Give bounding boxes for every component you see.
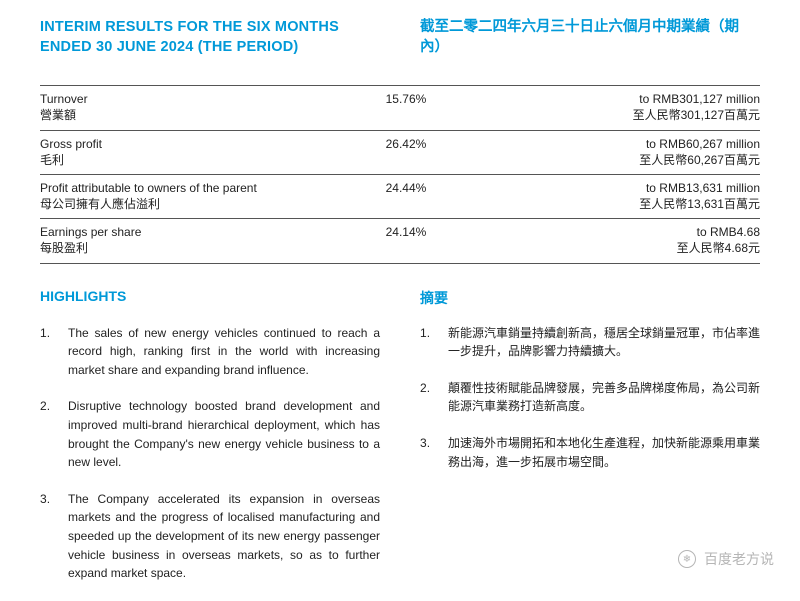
- section-header-row: HIGHLIGHTS 摘要: [40, 288, 760, 308]
- row-val-cn: 至人民幣60,267百萬元: [501, 152, 760, 168]
- row-pct: 24.44%: [386, 181, 427, 195]
- list-item: 顛覆性技術賦能品牌發展，完善多品牌梯度佈局，為公司新能源汽車業務打造新高度。: [420, 379, 760, 416]
- row-val-cn: 至人民幣301,127百萬元: [501, 107, 760, 123]
- row-label-cn: 每股盈利: [40, 240, 386, 256]
- table-row: Profit attributable to owners of the par…: [40, 174, 760, 218]
- highlights-heading-cn: 摘要: [420, 288, 760, 308]
- row-pct: 15.76%: [386, 92, 427, 106]
- watermark: ❄ 百度老方说: [678, 549, 774, 569]
- list-item: Disruptive technology boosted brand deve…: [40, 397, 380, 471]
- highlights-list-cn: 新能源汽車銷量持續創新高，穩居全球銷量冠軍，市佔率進一步提升，品牌影響力持續擴大…: [420, 324, 760, 472]
- title-chinese: 截至二零二四年六月三十日止六個月中期業績（期內）: [420, 18, 760, 57]
- snowflake-icon: ❄: [678, 550, 696, 568]
- table-row: Turnover營業額 15.76% to RMB301,127 million…: [40, 86, 760, 130]
- row-val-en: to RMB4.68: [501, 224, 760, 240]
- row-label-cn: 毛利: [40, 152, 386, 168]
- row-pct: 26.42%: [386, 137, 427, 151]
- row-val-en: to RMB13,631 million: [501, 180, 760, 196]
- financial-table: Turnover營業額 15.76% to RMB301,127 million…: [40, 85, 760, 264]
- row-label-en: Turnover: [40, 91, 386, 107]
- row-val-cn: 至人民幣13,631百萬元: [501, 196, 760, 212]
- row-val-en: to RMB60,267 million: [501, 136, 760, 152]
- title-english: INTERIM RESULTS FOR THE SIX MONTHS ENDED…: [40, 18, 380, 57]
- row-pct: 24.14%: [386, 225, 427, 239]
- highlights-list-en: The sales of new energy vehicles continu…: [40, 324, 380, 583]
- row-label-cn: 營業額: [40, 107, 386, 123]
- row-label-en: Profit attributable to owners of the par…: [40, 180, 386, 196]
- highlights-heading-en: HIGHLIGHTS: [40, 288, 380, 308]
- list-item: 新能源汽車銷量持續創新高，穩居全球銷量冠軍，市佔率進一步提升，品牌影響力持續擴大…: [420, 324, 760, 361]
- row-val-cn: 至人民幣4.68元: [501, 240, 760, 256]
- table-row: Gross profit毛利 26.42% to RMB60,267 milli…: [40, 130, 760, 174]
- list-item: The sales of new energy vehicles continu…: [40, 324, 380, 380]
- watermark-text: 百度老方说: [704, 549, 774, 569]
- row-label-en: Gross profit: [40, 136, 386, 152]
- title-row: INTERIM RESULTS FOR THE SIX MONTHS ENDED…: [40, 18, 760, 57]
- list-item: The Company accelerated its expansion in…: [40, 490, 380, 583]
- row-val-en: to RMB301,127 million: [501, 91, 760, 107]
- highlights-lists: The sales of new energy vehicles continu…: [40, 324, 760, 601]
- row-label-en: Earnings per share: [40, 224, 386, 240]
- list-item: 加速海外市場開拓和本地化生產進程，加快新能源乘用車業務出海，進一步拓展市場空間。: [420, 434, 760, 471]
- row-label-cn: 母公司擁有人應佔溢利: [40, 196, 386, 212]
- table-row: Earnings per share每股盈利 24.14% to RMB4.68…: [40, 219, 760, 263]
